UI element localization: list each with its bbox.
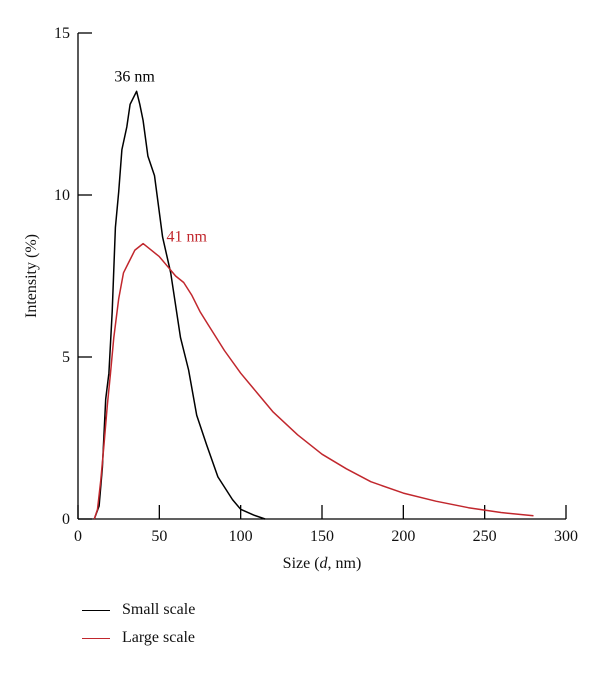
x-axis-label-italic: d: [320, 555, 329, 572]
y-tick-label: 15: [54, 25, 70, 42]
series-line-large-scale: [93, 242, 534, 520]
y-tick-label: 10: [54, 187, 70, 204]
series-line-small-scale: [93, 90, 266, 520]
axes: 0 50 100 150 200 250 300 0 5 10 15: [54, 25, 578, 545]
legend-label-small-scale: Small scale: [122, 601, 196, 618]
y-tick-label: 0: [62, 511, 70, 528]
legend-swatch-small-scale: [82, 609, 110, 611]
legend-label-large-scale: Large scale: [122, 629, 195, 646]
legend-item-large-scale: Large scale: [82, 624, 195, 652]
x-tick-label: 250: [473, 528, 497, 545]
legend-item-small-scale: Small scale: [82, 596, 195, 624]
x-tick-label: 200: [391, 528, 415, 545]
x-tick-label: 0: [74, 528, 82, 545]
x-tick-label: 150: [310, 528, 334, 545]
x-tick-label: 50: [151, 528, 167, 545]
x-axis-label-prefix: Size (: [283, 555, 320, 572]
series-layer: [93, 90, 534, 520]
annotation-layer: 36 nm 41 nm: [114, 68, 207, 245]
legend: Small scale Large scale: [82, 596, 195, 652]
y-axis-label: Intensity (%): [23, 234, 40, 318]
x-tick-label: 300: [554, 528, 578, 545]
legend-swatch-large-scale: [82, 637, 110, 639]
peak-annotation-small-scale: 36 nm: [114, 68, 155, 85]
y-tick-label: 5: [62, 349, 70, 366]
x-tick-label: 100: [229, 528, 253, 545]
x-axis-label-suffix: , nm): [328, 555, 362, 572]
peak-annotation-large-scale: 41 nm: [166, 229, 207, 246]
x-axis-label: Size (d, nm): [283, 555, 362, 572]
